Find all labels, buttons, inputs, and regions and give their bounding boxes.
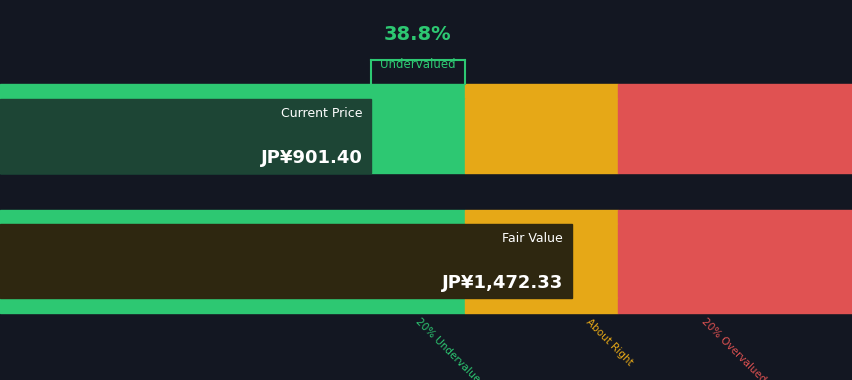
Bar — [464, 298, 618, 313]
Bar — [464, 210, 618, 224]
Text: Current Price: Current Price — [280, 106, 362, 120]
Text: 20% Overvalued: 20% Overvalued — [699, 317, 767, 380]
Bar — [0, 224, 571, 298]
Bar — [0, 224, 464, 298]
Text: Undervalued: Undervalued — [380, 58, 455, 71]
Bar — [0, 298, 464, 313]
Text: 38.8%: 38.8% — [383, 25, 452, 44]
Bar — [0, 99, 371, 173]
Text: Fair Value: Fair Value — [502, 232, 562, 245]
Bar — [464, 84, 618, 99]
Text: About Right: About Right — [584, 317, 634, 367]
Bar — [464, 99, 618, 173]
Bar — [618, 298, 852, 313]
Bar — [618, 99, 852, 173]
Bar — [618, 84, 852, 99]
Bar — [0, 99, 464, 173]
Bar — [618, 210, 852, 224]
Bar — [464, 224, 618, 298]
Text: JP¥901.40: JP¥901.40 — [261, 149, 362, 167]
Text: 20% Undervalued: 20% Undervalued — [413, 317, 486, 380]
Bar — [0, 84, 464, 99]
Text: JP¥1,472.33: JP¥1,472.33 — [441, 274, 562, 292]
Bar — [618, 224, 852, 298]
Bar — [0, 210, 464, 224]
